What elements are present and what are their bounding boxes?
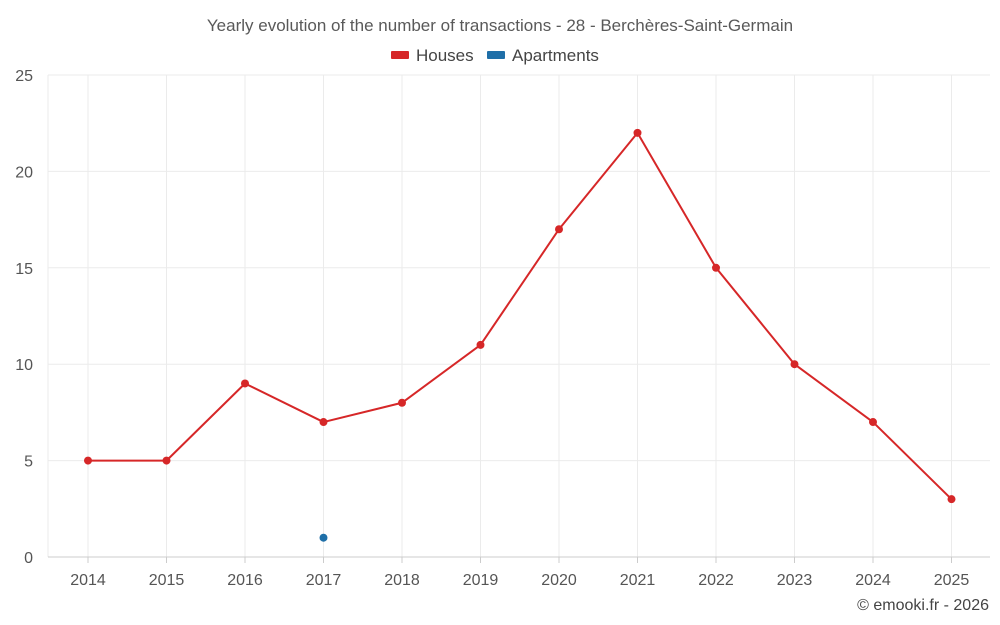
x-tick-label-2020: 2020	[541, 572, 577, 589]
series-houses	[84, 128, 956, 504]
legend-swatch-houses	[391, 51, 409, 59]
x-tick-label-2018: 2018	[384, 572, 420, 589]
x-tick-label-2021: 2021	[620, 572, 656, 589]
legend-item-apartments[interactable]: Apartments	[487, 46, 599, 65]
grid	[47, 74, 990, 557]
point-apartments-2017[interactable]	[319, 533, 328, 542]
point-houses-2018[interactable]	[398, 398, 406, 407]
point-houses-2020[interactable]	[555, 225, 563, 234]
legend-label-apartments: Apartments	[512, 46, 599, 65]
series-line-houses	[88, 131, 953, 500]
point-houses-2024[interactable]	[869, 418, 877, 427]
point-houses-2021[interactable]	[633, 128, 642, 137]
point-houses-2017[interactable]	[319, 418, 328, 427]
y-tick-label-0: 0	[24, 550, 33, 567]
point-houses-2023[interactable]	[790, 360, 799, 369]
x-tick-label-2017: 2017	[306, 572, 342, 589]
y-tick-label-25: 25	[15, 68, 33, 85]
x-tick-label-2015: 2015	[149, 572, 185, 589]
point-houses-2022[interactable]	[712, 263, 720, 272]
series	[84, 128, 956, 542]
point-houses-2016[interactable]	[241, 379, 249, 388]
y-tick-label-5: 5	[24, 454, 33, 471]
x-tick-label-2016: 2016	[227, 572, 263, 589]
x-tick-label-2024: 2024	[855, 572, 891, 589]
x-tick-label-2022: 2022	[698, 572, 734, 589]
y-tick-label-20: 20	[15, 164, 33, 181]
chart-title: Yearly evolution of the number of transa…	[207, 16, 793, 35]
y-tick-label-15: 15	[15, 261, 33, 278]
y-tick-label-10: 10	[15, 357, 33, 374]
legend-item-houses[interactable]: Houses	[391, 46, 474, 65]
x-tick-label-2023: 2023	[777, 572, 813, 589]
point-houses-2015[interactable]	[162, 456, 171, 465]
legend: Houses Apartments	[391, 46, 599, 65]
series-apartments	[319, 533, 328, 542]
point-houses-2019[interactable]	[476, 340, 485, 349]
x-tick-label-2019: 2019	[463, 572, 499, 589]
x-tick-label-2014: 2014	[70, 572, 106, 589]
legend-label-houses: Houses	[416, 46, 474, 65]
x-tick-label-2025: 2025	[934, 572, 970, 589]
point-houses-2025[interactable]	[947, 495, 956, 504]
point-houses-2014[interactable]	[84, 456, 92, 465]
credit-text: © emooki.fr - 2026	[857, 597, 989, 614]
legend-swatch-apartments	[487, 51, 505, 59]
